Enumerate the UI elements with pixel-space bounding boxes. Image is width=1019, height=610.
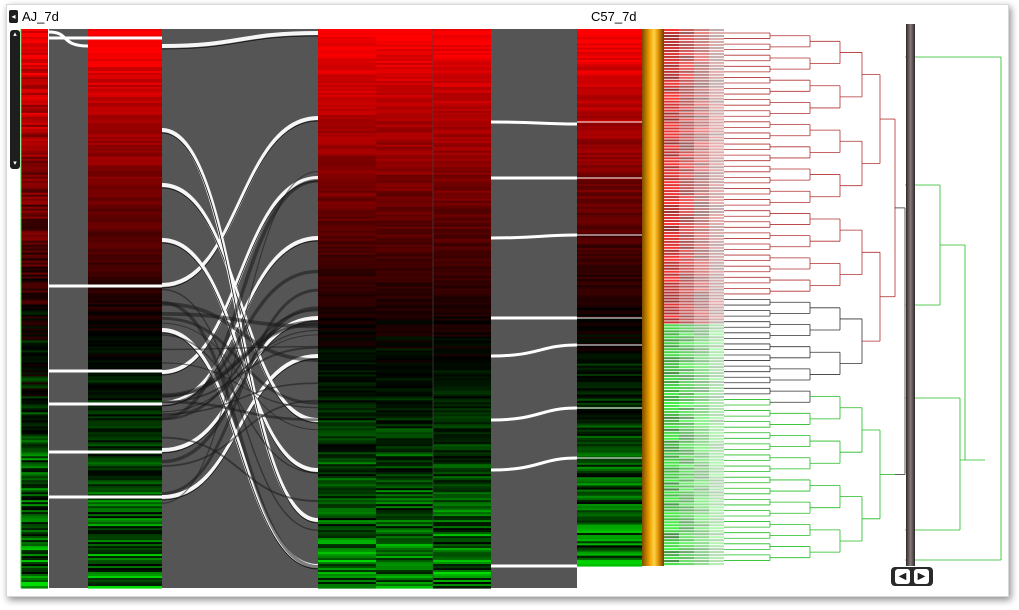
flow-region-right xyxy=(491,29,577,588)
flow-link xyxy=(161,345,319,351)
flow-link xyxy=(161,120,319,289)
scroll-down-button[interactable]: ▾ xyxy=(10,159,20,169)
heatmap-column-left-1 xyxy=(21,29,48,589)
flow-ribbon xyxy=(490,343,578,358)
tree-splitter xyxy=(906,24,915,566)
flow-link xyxy=(161,302,319,362)
heatmap-column-mid-1 xyxy=(318,29,376,589)
flow-link xyxy=(161,334,319,474)
flow-link xyxy=(161,269,319,406)
triangle-right-icon: ▶ xyxy=(917,571,926,582)
right-sample-label: C57_7d xyxy=(591,9,637,24)
heatmap-column-left-2 xyxy=(88,29,162,589)
flow-link xyxy=(161,362,319,409)
flow-ribbon xyxy=(490,406,578,422)
flow-link xyxy=(161,332,319,570)
flow-ribbon xyxy=(490,120,578,126)
mean-value-bar xyxy=(642,29,664,566)
flow-link xyxy=(161,132,319,524)
flow-link xyxy=(161,322,319,398)
flow-ribbon xyxy=(48,30,89,48)
scroll-up-button[interactable]: ▴ xyxy=(10,30,20,40)
fading-heatmap xyxy=(664,29,724,566)
flow-link xyxy=(161,436,319,502)
flow-ribbon xyxy=(161,128,319,522)
triangle-up-icon: ▴ xyxy=(13,31,17,38)
flow-link xyxy=(161,288,319,496)
flow-link xyxy=(161,322,319,431)
dendrogram xyxy=(724,32,1002,561)
heatmap-column-mid-3 xyxy=(433,29,491,589)
flow-ribbon xyxy=(490,233,578,240)
flow-link xyxy=(161,309,319,421)
flow-link xyxy=(161,334,319,413)
flow-link xyxy=(161,399,319,467)
flow-link xyxy=(161,35,319,50)
flow-ribbon xyxy=(490,456,578,472)
flow-ribbon xyxy=(161,238,319,472)
flow-ribbon xyxy=(161,31,319,48)
collapse-button[interactable]: ◂ xyxy=(9,10,18,23)
flow-link xyxy=(161,187,319,424)
flow-link xyxy=(161,178,319,420)
vertical-scrollbar[interactable]: ▴ ▾ xyxy=(10,30,20,169)
heatmap-column-mid-2 xyxy=(376,29,433,589)
heatmap-column-right xyxy=(577,29,642,567)
triangle-left-icon: ◂ xyxy=(11,12,16,21)
flow-link xyxy=(161,346,319,404)
pan-right-button[interactable]: ▶ xyxy=(914,569,929,584)
flow-ribbon xyxy=(161,354,319,499)
pan-left-button[interactable]: ◀ xyxy=(895,569,910,584)
left-sample-label: AJ_7d xyxy=(22,9,59,24)
triangle-down-icon: ▾ xyxy=(13,160,17,167)
pan-control[interactable]: ◀ ▶ xyxy=(891,567,933,586)
triangle-left-icon: ◀ xyxy=(898,571,907,582)
link-band-left xyxy=(49,29,88,588)
flow-link xyxy=(161,400,319,422)
flow-ribbon xyxy=(161,116,319,287)
